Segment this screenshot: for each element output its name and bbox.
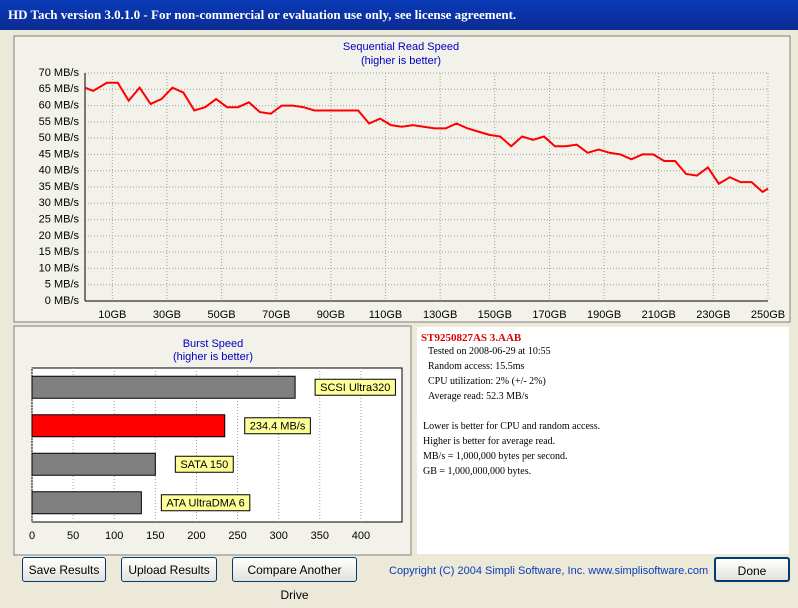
chart-title: Sequential Read Speed: [343, 41, 459, 53]
x-tick-label: 230GB: [696, 309, 730, 321]
info-note: Higher is better for average read.: [423, 436, 556, 447]
y-tick-label: 5 MB/s: [45, 279, 80, 291]
save-button[interactable]: Save Results: [22, 557, 106, 582]
bar-label-box: [244, 417, 311, 435]
y-tick-label: 65 MB/s: [39, 83, 80, 95]
x-tick-label: 300: [269, 530, 287, 542]
x-tick-label: 0: [29, 530, 35, 542]
x-tick-label: 150: [146, 530, 164, 542]
charts: Sequential Read Speed (higher is better) 0…: [13, 35, 791, 556]
read-line: [84, 81, 769, 194]
x-tick-label: 190GB: [587, 309, 621, 321]
bar-label-box: [314, 378, 396, 396]
bar-label-box: [174, 455, 234, 473]
x-tick-label: 250: [228, 530, 246, 542]
y-tick-label: 70 MB/s: [39, 67, 80, 79]
chart-subtitle: (higher is better): [361, 55, 441, 67]
y-tick-label: 15 MB/s: [39, 246, 80, 258]
x-tick-label: 70GB: [262, 309, 290, 321]
upload-button[interactable]: Upload Results: [121, 557, 217, 582]
x-tick-label: 110GB: [369, 309, 402, 321]
compare-button[interactable]: Compare Another Drive: [232, 557, 357, 602]
info-stat: Tested on 2008-06-29 at 10:55: [428, 346, 551, 357]
y-tick-label: 40 MB/s: [39, 165, 80, 177]
bar: [31, 452, 156, 476]
y-tick-label: 50 MB/s: [39, 132, 80, 144]
info-note: GB = 1,000,000,000 bytes.: [423, 466, 532, 477]
y-tick-label: 20 MB/s: [39, 230, 80, 242]
y-tick-label: 30 MB/s: [39, 197, 80, 209]
info-stat: CPU utilization: 2% (+/- 2%): [428, 376, 546, 387]
x-tick-label: 150GB: [478, 309, 512, 321]
category-label: SATA 150: [180, 459, 228, 471]
bar: [31, 491, 142, 515]
bar-label-box: [160, 494, 251, 512]
x-tick-label: 200: [187, 530, 205, 542]
x-tick-label: 170GB: [532, 309, 566, 321]
y-tick-label: 10 MB/s: [39, 262, 80, 274]
window-title: HD Tach version 3.0.1.0 - For non-commer…: [0, 0, 798, 30]
copyright: Copyright (C) 2004 Simpli Software, Inc.…: [389, 565, 709, 577]
y-tick-label: 60 MB/s: [39, 99, 80, 111]
y-tick-label: 55 MB/s: [39, 116, 80, 128]
category-label: SCSI Ultra320: [320, 382, 390, 394]
x-tick-label: 30GB: [153, 309, 181, 321]
y-tick-label: 45 MB/s: [39, 148, 80, 160]
info-stat: Average read: 52.3 MB/s: [428, 391, 529, 402]
chart-panel: [13, 35, 791, 323]
x-tick-label: 400: [352, 530, 370, 542]
drive-name: ST9250827AS 3.AAB: [421, 332, 522, 344]
info-note: Lower is better for CPU and random acces…: [423, 421, 601, 432]
x-tick-label: 10GB: [98, 309, 126, 321]
done-button[interactable]: Done: [714, 557, 790, 582]
bar: [31, 414, 226, 438]
y-tick-label: 35 MB/s: [39, 181, 80, 193]
x-tick-label: 130GB: [423, 309, 457, 321]
value-label: 234.4 MB/s: [250, 421, 306, 433]
chart-title: Burst Speed: [183, 338, 244, 350]
x-tick-label: 50: [67, 530, 79, 542]
y-tick-label: 0 MB/s: [45, 295, 80, 307]
x-tick-label: 90GB: [317, 309, 345, 321]
x-tick-label: 50GB: [208, 309, 236, 321]
x-tick-label: 350: [311, 530, 329, 542]
info-stat: Random access: 15.5ms: [428, 361, 525, 372]
info-panel: ST9250827AS 3.AAB Tested on 2008-06-29 a…: [417, 327, 789, 554]
x-tick-label: 250GB: [751, 309, 785, 321]
x-tick-label: 210GB: [642, 309, 676, 321]
info-note: MB/s = 1,000,000 bytes per second.: [423, 451, 568, 462]
category-label: ATA UltraDMA 6: [166, 498, 244, 510]
chart-subtitle: (higher is better): [173, 351, 253, 363]
bar: [31, 375, 296, 399]
y-tick-label: 25 MB/s: [39, 213, 80, 225]
x-tick-label: 100: [105, 530, 123, 542]
